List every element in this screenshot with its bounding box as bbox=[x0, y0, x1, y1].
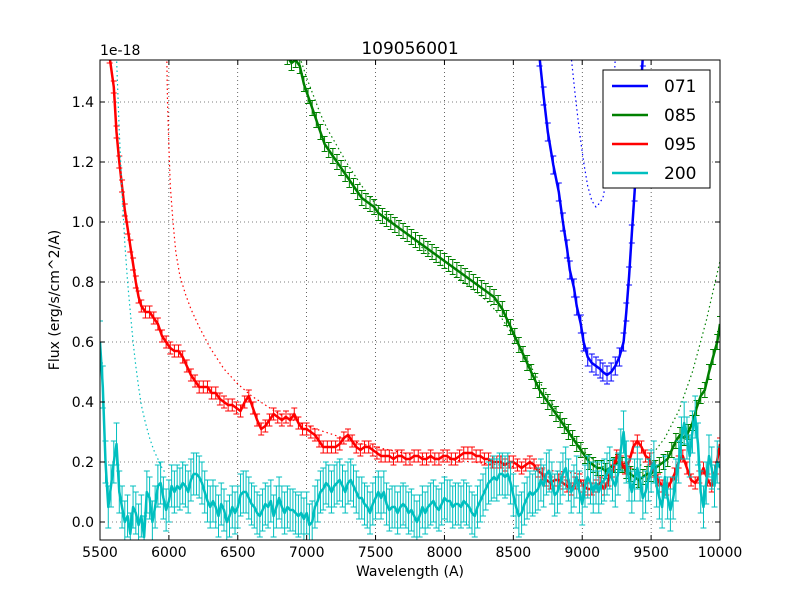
y-tick-label: 0.0 bbox=[72, 515, 94, 531]
legend-label-095: 095 bbox=[664, 135, 696, 155]
legend-box bbox=[602, 69, 711, 189]
y-tick-label: 0.2 bbox=[72, 455, 94, 471]
model-line-085 bbox=[300, 60, 720, 472]
y-tick-label: 1.4 bbox=[72, 95, 94, 111]
plot-frame bbox=[99, 59, 721, 541]
x-tick-label: 9500 bbox=[633, 545, 669, 561]
y-tick-label: 0.8 bbox=[72, 275, 94, 291]
series-line-071 bbox=[538, 60, 644, 377]
series-line-095 bbox=[108, 60, 720, 491]
series-071 bbox=[536, 60, 646, 385]
chart-title: 109056001 bbox=[361, 39, 458, 59]
x-tick-label: 6500 bbox=[220, 545, 256, 561]
model-line-095 bbox=[166, 60, 583, 475]
x-tick-label: 6000 bbox=[151, 545, 187, 561]
series-200 bbox=[100, 60, 720, 540]
x-tick-label: 10000 bbox=[698, 545, 743, 561]
y-tick-label: 0.4 bbox=[72, 395, 94, 411]
model-line-200 bbox=[116, 60, 167, 475]
y-offset-text: 1e-18 bbox=[100, 43, 140, 59]
x-tick-label: 9000 bbox=[564, 545, 600, 561]
x-tick-label: 7500 bbox=[358, 545, 394, 561]
x-axis-label: Wavelength (A) bbox=[356, 564, 464, 580]
series-layer bbox=[100, 60, 720, 540]
x-tick-label: 7000 bbox=[289, 545, 325, 561]
x-tick-label: 8500 bbox=[496, 545, 532, 561]
axis-ticks: 5500 6000 6500 7000 7500 8000 8500 9000 9500 1000… bbox=[72, 60, 743, 561]
legend-label-085: 085 bbox=[664, 106, 696, 126]
legend-label-200: 200 bbox=[664, 164, 696, 184]
y-tick-label: 1.0 bbox=[72, 215, 94, 231]
series-line-200 bbox=[100, 341, 720, 539]
x-tick-label: 5500 bbox=[82, 545, 118, 561]
x-tick-label: 8000 bbox=[427, 545, 463, 561]
series-095 bbox=[106, 60, 720, 496]
legend-label-071: 071 bbox=[664, 77, 696, 97]
legend: 071 085 095 200 bbox=[602, 69, 711, 189]
y-axis-label: Flux (erg/s/cm^2/A) bbox=[47, 230, 63, 370]
y-tick-label: 0.6 bbox=[72, 335, 94, 351]
y-tick-label: 1.2 bbox=[72, 155, 94, 171]
